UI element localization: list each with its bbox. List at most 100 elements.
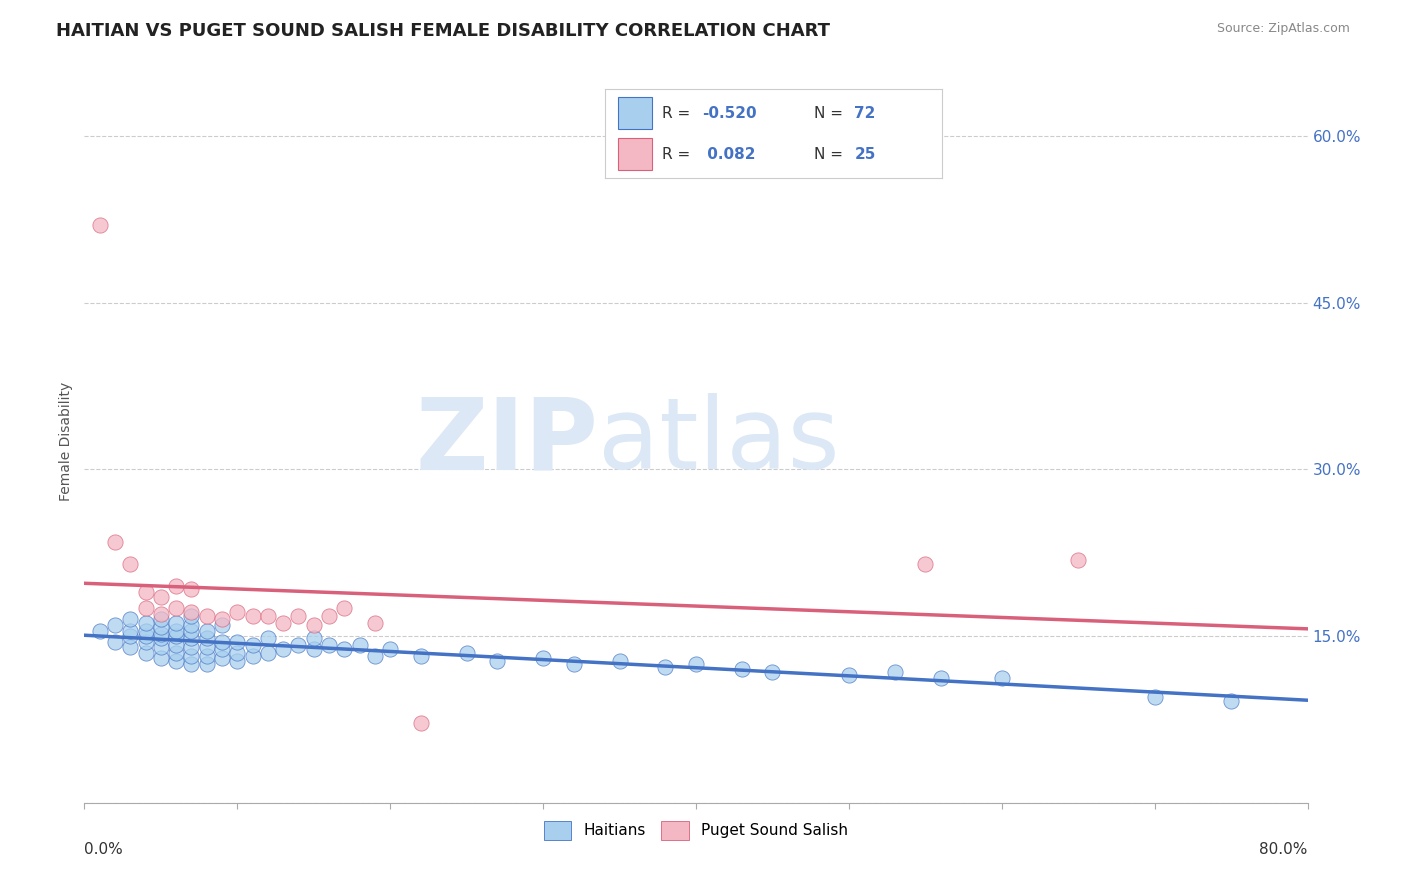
Point [211,651,233,665]
Bar [619,97,652,129]
Point [135,615,157,630]
Y-axis label: Female Disability: Female Disability [59,382,73,501]
Legend: Haitians, Puget Sound Salish: Haitians, Puget Sound Salish [538,815,853,846]
Point [211,642,233,657]
Point [165,615,187,630]
Point [104,618,127,632]
Point [195,640,218,655]
Point [195,632,218,646]
Text: ZIP: ZIP [415,393,598,490]
Point [409,649,432,664]
Point [149,590,172,604]
Point [562,657,585,671]
Text: -0.520: -0.520 [703,106,756,120]
Point [1143,690,1166,705]
Point [242,638,264,652]
Text: 72: 72 [855,106,876,120]
Point [165,579,187,593]
Text: R =: R = [662,106,695,120]
Point [287,609,309,624]
Point [883,665,905,679]
Point [929,671,952,685]
Point [409,715,432,730]
Point [364,649,387,664]
Bar [619,138,652,170]
Point [731,662,754,676]
Point [180,618,202,632]
Point [1067,553,1090,567]
Point [242,649,264,664]
Point [287,638,309,652]
Point [89,624,111,638]
Point [180,605,202,619]
Point [486,653,509,667]
Point [914,557,936,571]
Point [149,607,172,621]
Text: HAITIAN VS PUGET SOUND SALISH FEMALE DISABILITY CORRELATION CHART: HAITIAN VS PUGET SOUND SALISH FEMALE DIS… [56,22,830,40]
Point [271,615,294,630]
Point [609,653,631,667]
Point [149,612,172,626]
Point [120,640,142,655]
Point [257,632,280,646]
Point [333,642,356,657]
Point [135,601,157,615]
Text: R =: R = [662,147,695,161]
Text: atlas: atlas [598,393,839,490]
Point [226,653,249,667]
Point [195,609,218,624]
Point [318,609,340,624]
Point [89,218,111,232]
Point [1220,693,1243,707]
Point [180,657,202,671]
Point [180,624,202,638]
Point [149,632,172,646]
Point [271,642,294,657]
Point [195,657,218,671]
Point [165,624,187,638]
Point [165,601,187,615]
Point [226,605,249,619]
Point [991,671,1014,685]
Point [149,627,172,641]
Text: Source: ZipAtlas.com: Source: ZipAtlas.com [1216,22,1350,36]
Point [380,642,402,657]
Point [149,620,172,634]
Point [654,660,676,674]
Point [165,629,187,643]
Point [302,642,325,657]
Point [349,638,371,652]
Point [180,640,202,655]
Point [226,634,249,648]
Point [302,618,325,632]
Point [149,640,172,655]
Point [149,651,172,665]
Point [135,646,157,660]
Point [120,557,142,571]
Text: 0.0%: 0.0% [84,842,124,856]
Point [165,638,187,652]
Point [531,651,554,665]
Point [761,665,783,679]
Text: 25: 25 [855,147,876,161]
Text: 0.082: 0.082 [703,147,756,161]
Point [135,624,157,638]
Point [104,634,127,648]
Point [135,584,157,599]
Point [257,609,280,624]
Point [685,657,707,671]
Point [135,629,157,643]
Point [180,649,202,664]
Point [195,624,218,638]
Point [120,624,142,638]
Point [180,632,202,646]
Point [104,534,127,549]
Text: N =: N = [814,147,848,161]
Point [838,668,860,682]
Text: 80.0%: 80.0% [1260,842,1308,856]
Point [120,629,142,643]
Point [302,632,325,646]
Point [120,612,142,626]
Point [195,649,218,664]
Point [456,646,478,660]
